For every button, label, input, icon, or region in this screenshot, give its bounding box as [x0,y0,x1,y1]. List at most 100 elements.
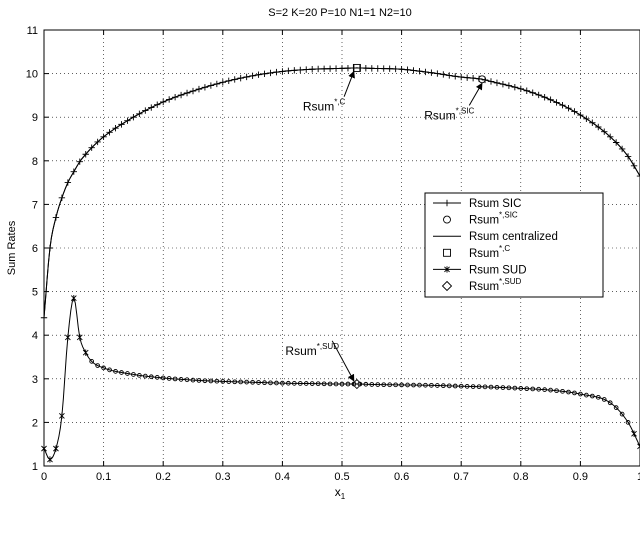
series-marker-rsum-sud [548,387,553,393]
series-marker-rsum-sud [142,373,148,379]
series-marker-rsum-sud [560,388,565,394]
series-marker-rsum-sud [214,378,220,384]
series-marker-rsum-sud [387,382,393,388]
series-marker-rsum-sud [589,393,595,399]
x-tick-label: 0.2 [156,471,171,483]
series-marker-rsum-sud [488,384,494,390]
y-tick-label: 3 [32,374,38,386]
series-marker-rsum-sud [566,389,571,395]
series-marker-rsum-sud [399,382,404,388]
y-tick-label: 10 [26,69,38,81]
legend-entry: Rsum*,SIC [469,211,518,227]
legend-entry-sup: *,SIC [499,211,518,220]
series-marker-rsum-sud [375,382,381,387]
series-marker-rsum-sud [429,382,434,388]
y-tick-label: 9 [32,112,38,124]
series-marker-rsum-sud [131,372,136,377]
x-tick-label: 0.4 [275,471,290,483]
legend-entry: Rsum*,C [469,244,510,260]
series-marker-rsum-sud [584,392,589,398]
legend-entry-sup: *,SUD [499,277,521,286]
series-marker-rsum-sud [417,382,422,388]
series-marker-rsum-sud [107,367,112,373]
x-tick-label: 0.6 [394,471,409,483]
series-marker-rsum-sud [226,379,232,384]
series-marker-rsum-sud [411,382,416,388]
legend-marker-diamond [441,280,453,292]
series-layer [40,64,640,463]
series-marker-rsum-sud [250,379,255,385]
series-marker-rsum-sud [435,383,440,388]
legend-entry-text: Rsum [469,281,499,293]
series-marker-rsum-sud [202,378,208,384]
series-marker-rsum-sud [309,381,315,386]
series-marker-rsum-sud [625,420,631,425]
series-marker-rsum-sud [464,384,470,389]
series-marker-rsum-sud [405,382,410,388]
legend-marker-star [444,266,450,273]
y-tick-label: 11 [27,25,38,37]
series-marker-rsum-sud [172,376,178,382]
series-marker-rsum-sud [190,377,196,383]
series-marker-rsum-sud [494,384,500,390]
legend-marker-circle [443,215,451,224]
legend-entry-text: Rsum SUD [469,264,527,276]
x-tick-label: 0.8 [513,471,528,483]
series-marker-rsum-sud [554,388,559,394]
annotation-label: Rsum*,C [303,98,346,114]
series-marker-rsum-sud [137,373,142,378]
annotation-arrow [468,82,483,106]
series-marker-rsum-sud [613,405,619,410]
series-marker-rsum-sud [315,381,321,387]
series-marker-rsum-sud [321,381,327,387]
series-marker-rsum-sud [333,381,339,387]
series-marker-rsum-sud [76,334,83,341]
series-marker-rsum-sud [274,380,279,386]
y-tick-label: 2 [32,417,38,429]
series-marker-rsum-sud [196,378,202,383]
series-marker-rsum-sud [297,381,303,386]
series-marker-rsum-sud [280,380,285,386]
series-marker-rsum-sud [89,359,95,364]
series-marker-rsum-sud [339,381,345,387]
y-tick-label: 8 [32,156,38,168]
series-marker-rsum-sud [470,384,476,389]
series-marker-rsum-sud [82,349,89,356]
series-marker-rsum-sud [512,385,518,391]
series-marker-rsum-sud [64,334,71,341]
legend-box [424,192,604,298]
series-marker-rsum-sud [381,382,387,388]
annotation-text: Rsum [424,108,455,122]
annotation-arrow [331,340,355,382]
series-marker-rsum-sud [327,381,333,387]
series-marker-rsum-sud [232,379,238,385]
series-marker-rsum-sud [506,385,512,391]
series-marker-rsum-sud [119,370,124,375]
series-marker-rsum-sud [369,382,375,387]
y-tick-label: 1 [32,461,38,473]
y-ticks: 1 2 3 4 5 6 7 8 9 10 11 [26,25,49,473]
legend-entry: Rsum centralized [469,231,558,243]
x-axis-label: x1 [335,485,346,501]
series-marker-rsum-sud [178,377,184,382]
legend-entry-text: Rsum [469,248,499,260]
annotation-sup: *,C [334,98,345,107]
series-marker-rsum-sud [619,411,625,417]
series-marker-rsum-sud [595,394,601,400]
series-marker-rsum-sud [291,381,297,386]
annotation-label: Rsum*,SUD [285,342,339,358]
series-marker-rsum-sud [47,456,53,463]
legend-entry-text: Rsum [469,215,499,227]
series-marker-rsum-sud [256,380,261,385]
series-marker-rsum-sud [476,384,482,390]
series-marker-rsum-sud [542,387,547,392]
y-tick-label: 7 [32,199,38,211]
series-marker-rsum-sud [500,385,506,390]
legend-entry: Rsum*,SUD [469,277,521,293]
series-marker-rsum-sud [53,445,59,452]
x-ticks: 0 0.1 0.2 0.3 0.4 0.5 0.6 0.7 0.8 0.9 1 [41,30,640,483]
series-marker-rsum-sud [446,383,452,389]
